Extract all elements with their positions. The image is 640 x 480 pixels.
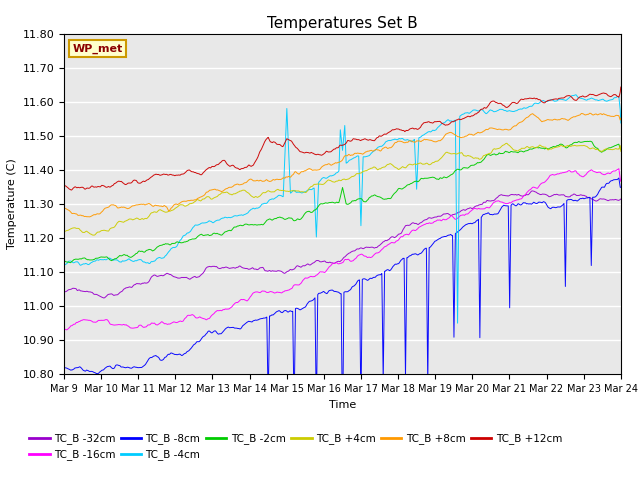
Text: WP_met: WP_met [72, 44, 123, 54]
Title: Temperatures Set B: Temperatures Set B [267, 16, 418, 31]
Legend: TC_B -32cm, TC_B -16cm, TC_B -8cm, TC_B -4cm, TC_B -2cm, TC_B +4cm, TC_B +8cm, T: TC_B -32cm, TC_B -16cm, TC_B -8cm, TC_B … [25, 429, 566, 465]
Y-axis label: Temperature (C): Temperature (C) [7, 158, 17, 250]
X-axis label: Time: Time [329, 400, 356, 409]
